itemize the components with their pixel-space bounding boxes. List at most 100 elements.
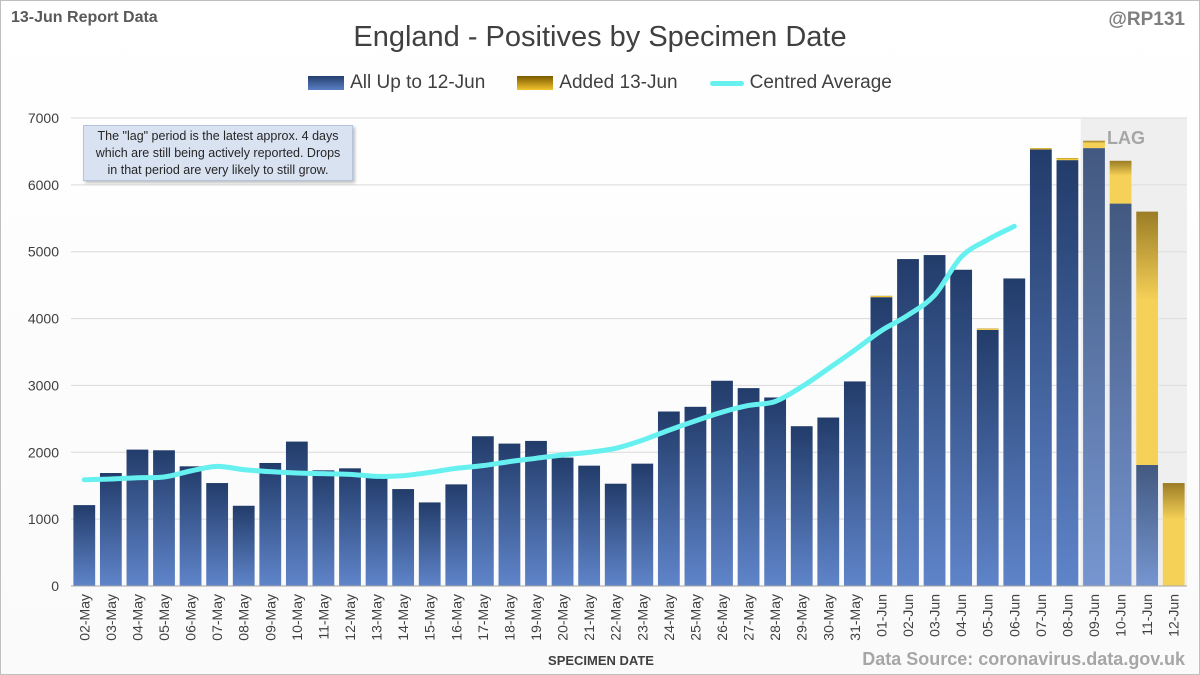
bar-all-up-to-12-jun	[153, 450, 175, 586]
bar-all-up-to-12-jun	[365, 476, 388, 586]
bar-all-up-to-12-jun	[551, 457, 574, 586]
lag-note-line-2: which are still being actively reported.…	[95, 146, 341, 160]
bar-all-up-to-12-jun	[737, 388, 760, 586]
x-tick-label: 23-May	[634, 594, 650, 641]
legend-item-average: Centred Average	[709, 72, 892, 94]
bar-all-up-to-12-jun	[285, 441, 308, 586]
x-tick-label: 03-May	[103, 594, 119, 641]
bar-added-13-jun	[1136, 211, 1159, 465]
legend-item-all: All Up to 12-Jun	[308, 72, 485, 94]
legend-item-added: Added 13-Jun	[517, 72, 678, 94]
x-tick-label: 01-Jun	[873, 594, 889, 637]
x-tick-label: 03-Jun	[927, 594, 943, 637]
x-tick-label: 04-May	[129, 594, 145, 641]
bar-all-up-to-12-jun	[923, 255, 946, 587]
bar-all-up-to-12-jun	[657, 411, 680, 586]
lag-period-overlay	[1080, 118, 1187, 586]
bar-all-up-to-12-jun	[817, 417, 840, 586]
x-tick-label: 11-May	[315, 594, 331, 640]
bar-all-up-to-12-jun	[392, 489, 415, 586]
x-tick-label: 20-May	[555, 594, 571, 641]
lag-note-box: The "lag" period is the latest approx. 4…	[83, 125, 353, 181]
x-tick-label: 02-May	[76, 594, 92, 641]
x-tick-label: 08-Jun	[1059, 594, 1075, 637]
bar-added-13-jun	[1162, 483, 1185, 586]
bar-all-up-to-12-jun	[179, 466, 202, 586]
bar-all-up-to-12-jun	[578, 465, 601, 586]
lag-label: LAG	[1107, 128, 1145, 148]
bar-all-up-to-12-jun	[418, 502, 441, 586]
y-tick-label: 5000	[28, 244, 59, 260]
bar-all-up-to-12-jun	[870, 297, 893, 586]
x-tick-label: 02-Jun	[900, 594, 916, 637]
x-tick-label: 16-May	[448, 594, 464, 641]
bar-all-up-to-12-jun	[976, 329, 999, 586]
y-tick-label: 6000	[28, 177, 59, 193]
x-tick-label: 27-May	[741, 594, 757, 641]
x-tick-label: 05-Jun	[980, 594, 996, 637]
bar-all-up-to-12-jun	[711, 380, 733, 586]
x-tick-label: 31-May	[847, 594, 863, 641]
bar-all-up-to-12-jun	[1029, 149, 1052, 586]
x-tick-label: 21-May	[581, 594, 597, 641]
bar-added-13-jun	[976, 328, 999, 330]
x-tick-label: 24-May	[661, 594, 677, 641]
x-tick-label: 13-May	[369, 594, 385, 641]
bar-all-up-to-12-jun	[1003, 278, 1026, 586]
bar-all-up-to-12-jun	[312, 470, 335, 586]
lag-note-line-3: in that period are very likely to still …	[107, 163, 329, 177]
x-tick-label: 07-May	[209, 594, 225, 641]
bar-added-13-jun	[1109, 160, 1132, 204]
x-tick-label: 29-May	[794, 594, 810, 641]
x-tick-label: 28-May	[767, 594, 783, 641]
report-date-label: 13-Jun Report Data	[11, 9, 158, 26]
x-tick-label: 12-Jun	[1166, 594, 1182, 637]
bar-all-up-to-12-jun	[790, 426, 813, 586]
bar-all-up-to-12-jun	[73, 505, 96, 586]
bar-all-up-to-12-jun	[232, 505, 255, 586]
x-tick-label: 11-Jun	[1139, 594, 1155, 636]
x-tick-label: 17-May	[475, 594, 491, 641]
bar-all-up-to-12-jun	[206, 483, 229, 586]
legend-swatch-gold	[517, 76, 554, 90]
x-tick-label: 09-May	[262, 594, 278, 641]
bar-all-up-to-12-jun	[126, 449, 149, 586]
x-tick-label: 07-Jun	[1033, 594, 1049, 637]
y-tick-label: 7000	[28, 110, 59, 126]
bar-all-up-to-12-jun	[604, 483, 627, 586]
bar-all-up-to-12-jun	[445, 484, 468, 586]
legend-label-all: All Up to 12-Jun	[350, 72, 486, 93]
legend-swatch-blue	[308, 76, 345, 90]
bar-added-13-jun	[870, 295, 893, 298]
x-axis-title: SPECIMEN DATE	[548, 653, 654, 668]
bar-all-up-to-12-jun	[498, 443, 521, 586]
bar-all-up-to-12-jun	[950, 269, 973, 586]
bar-added-13-jun	[1029, 148, 1052, 150]
bar-all-up-to-12-jun	[259, 462, 282, 586]
bar-all-up-to-12-jun	[99, 473, 122, 586]
y-tick-label: 0	[51, 578, 59, 594]
bar-all-up-to-12-jun	[843, 381, 866, 586]
x-tick-label: 10-May	[289, 594, 305, 641]
x-tick-label: 22-May	[608, 594, 624, 641]
centred-average-line	[81, 223, 1017, 483]
legend-label-average: Centred Average	[749, 72, 892, 93]
x-tick-label: 06-May	[183, 594, 199, 641]
x-tick-label: 04-Jun	[953, 594, 969, 637]
bar-added-13-jun	[1056, 158, 1079, 161]
bar-all-up-to-12-jun	[631, 463, 654, 586]
bar-all-up-to-12-jun	[1109, 203, 1132, 586]
bar-added-13-jun	[1083, 140, 1105, 149]
bar-all-up-to-12-jun	[339, 468, 361, 586]
bar-all-up-to-12-jun	[471, 436, 494, 586]
bar-all-up-to-12-jun	[1083, 148, 1105, 587]
bar-all-up-to-12-jun	[525, 440, 547, 586]
x-tick-label: 25-May	[687, 594, 703, 641]
lag-note-line-1: The "lag" period is the latest approx. 4…	[97, 129, 339, 143]
data-source: Data Source: coronavirus.data.gov.uk	[862, 649, 1185, 669]
x-tick-label: 06-Jun	[1006, 594, 1022, 637]
legend-swatch-line	[709, 80, 744, 86]
bar-all-up-to-12-jun	[897, 259, 919, 586]
y-tick-label: 3000	[28, 377, 59, 393]
